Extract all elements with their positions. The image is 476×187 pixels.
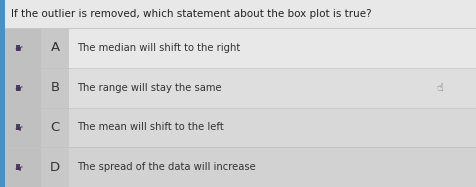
Bar <box>16 164 20 170</box>
Bar <box>41 108 69 147</box>
Text: ◄ˣ: ◄ˣ <box>15 83 25 92</box>
Bar <box>5 148 476 187</box>
Text: The median will shift to the right: The median will shift to the right <box>77 43 240 53</box>
Text: If the outlier is removed, which statement about the box plot is true?: If the outlier is removed, which stateme… <box>11 9 372 19</box>
Bar <box>5 68 476 108</box>
Text: The range will stay the same: The range will stay the same <box>77 83 222 93</box>
Text: C: C <box>50 121 60 134</box>
Text: ◄ˣ: ◄ˣ <box>15 163 25 172</box>
Bar <box>5 68 41 108</box>
Text: D: D <box>50 161 60 174</box>
Bar <box>5 28 41 68</box>
Bar <box>5 148 41 187</box>
Bar <box>16 45 20 51</box>
Bar <box>0 0 5 187</box>
Bar <box>16 124 20 130</box>
Bar <box>5 0 476 28</box>
Text: ◄ˣ: ◄ˣ <box>15 43 25 52</box>
Bar <box>5 108 476 147</box>
Text: ☝: ☝ <box>436 83 443 93</box>
Bar <box>41 68 69 108</box>
Text: ◄ˣ: ◄ˣ <box>15 123 25 132</box>
Text: A: A <box>50 41 60 54</box>
Bar <box>5 108 41 147</box>
Bar <box>41 28 69 68</box>
Bar <box>16 85 20 91</box>
Text: The mean will shift to the left: The mean will shift to the left <box>77 122 224 132</box>
Bar <box>41 148 69 187</box>
Bar <box>5 28 476 68</box>
Text: The spread of the data will increase: The spread of the data will increase <box>77 162 256 172</box>
Text: B: B <box>50 81 60 94</box>
